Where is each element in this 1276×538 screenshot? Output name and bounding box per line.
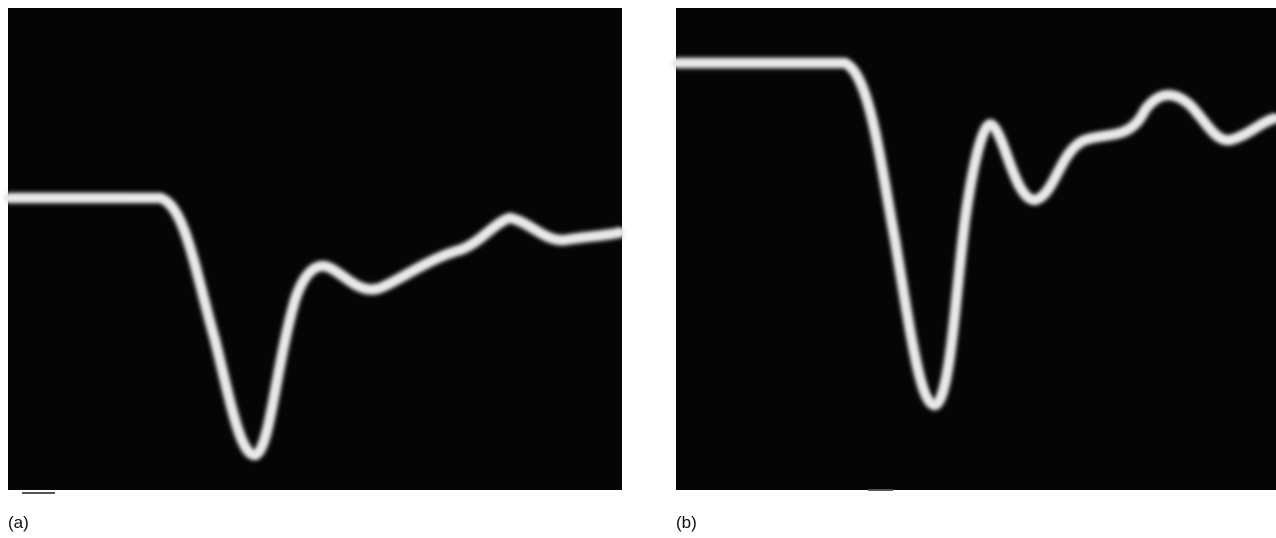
scope-screen [8, 8, 622, 490]
panel-b: (b) [671, 8, 1276, 532]
panel-label: (b) [676, 513, 697, 532]
panel-a: (a) [3, 8, 627, 532]
panel-label: (a) [8, 513, 29, 532]
trace-b [671, 56, 1276, 412]
scope-screen [676, 8, 1276, 490]
trace-a [3, 191, 627, 462]
